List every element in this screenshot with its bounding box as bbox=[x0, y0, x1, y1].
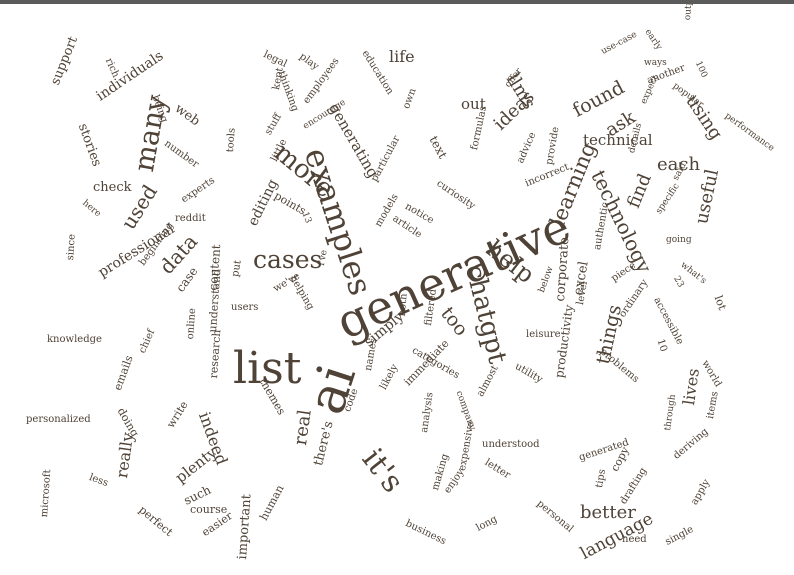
word-cloud-word: early bbox=[642, 27, 664, 53]
word-cloud-word: cases bbox=[253, 245, 323, 274]
word-cloud-word: items bbox=[705, 390, 721, 420]
word-cloud-word: useful bbox=[691, 167, 724, 226]
word-cloud-word: number bbox=[162, 138, 201, 171]
word-cloud-word: i've bbox=[317, 249, 330, 267]
word-cloud-word: list bbox=[233, 343, 302, 394]
word-cloud-word: support bbox=[48, 34, 82, 88]
word-cloud-word: advice bbox=[515, 130, 539, 166]
word-cloud-word: users bbox=[231, 302, 259, 313]
word-cloud-word: outputs bbox=[683, 4, 695, 21]
word-cloud-word: experts bbox=[179, 175, 217, 206]
word-cloud: generative ai list examples chatgpt it's help c… bbox=[0, 4, 794, 575]
word-cloud-word: 13 bbox=[299, 210, 313, 225]
word-cloud-word: online bbox=[185, 307, 199, 340]
word-cloud-word: productivity bbox=[552, 303, 577, 379]
word-cloud-word: drafting bbox=[618, 465, 650, 507]
word-cloud-word: world bbox=[699, 358, 724, 390]
word-cloud-word: put bbox=[230, 259, 244, 278]
word-cloud-word: personal bbox=[534, 498, 576, 535]
word-cloud-word: deriving bbox=[671, 426, 711, 462]
word-cloud-word: curiosity bbox=[434, 178, 478, 212]
word-cloud-word: analysis bbox=[419, 391, 436, 434]
word-cloud-word: text bbox=[426, 133, 450, 161]
word-cloud-word: since bbox=[65, 233, 78, 261]
word-cloud-word: stories bbox=[74, 121, 105, 169]
word-cloud-word: 10 bbox=[654, 337, 669, 354]
word-cloud-word: ordinary bbox=[617, 277, 651, 320]
word-cloud-word: tips bbox=[594, 468, 609, 489]
word-cloud-word: use-case bbox=[599, 29, 639, 57]
word-cloud-word: enjoy bbox=[442, 466, 467, 496]
word-cloud-word: corporate bbox=[553, 236, 573, 302]
word-cloud-word: reddit bbox=[175, 213, 206, 224]
word-cloud-word: understood bbox=[482, 439, 540, 450]
word-cloud-word: emails bbox=[111, 353, 136, 393]
word-cloud-word: chief bbox=[137, 327, 158, 356]
word-cloud-word: personalized bbox=[26, 414, 91, 425]
word-cloud-word: accessible bbox=[651, 295, 686, 347]
window-top-bar bbox=[0, 0, 794, 4]
word-cloud-word: microsoft bbox=[39, 469, 54, 518]
word-cloud-word: ways bbox=[644, 58, 667, 68]
word-cloud-word: business bbox=[403, 518, 448, 548]
word-cloud-word: going bbox=[666, 235, 692, 245]
word-cloud-word: leisure bbox=[526, 329, 561, 340]
word-cloud-word: apply bbox=[689, 477, 713, 507]
word-cloud-word: course bbox=[190, 503, 228, 516]
word-cloud-word: knowledge bbox=[47, 334, 102, 345]
word-cloud-word: out bbox=[461, 95, 486, 113]
word-cloud-word: web bbox=[171, 101, 203, 130]
word-cloud-word: less bbox=[87, 472, 110, 490]
word-cloud-word: research bbox=[207, 329, 224, 379]
word-cloud-word: play bbox=[297, 51, 321, 73]
word-cloud-word: real bbox=[290, 408, 316, 447]
word-cloud-word: likely bbox=[378, 362, 401, 392]
word-cloud-word: rich bbox=[102, 56, 122, 80]
word-cloud-word: it's bbox=[354, 442, 411, 500]
word-cloud-word: level bbox=[575, 280, 590, 306]
word-cloud-word: tools bbox=[225, 127, 238, 153]
word-cloud-word: human bbox=[257, 482, 287, 523]
word-cloud-word: utility bbox=[513, 361, 545, 386]
word-cloud-word: really bbox=[112, 431, 138, 480]
word-cloud-word: find bbox=[623, 170, 656, 212]
word-cloud-word: both bbox=[397, 293, 410, 317]
word-cloud-word: many bbox=[127, 92, 173, 175]
word-cloud-word: lives bbox=[679, 367, 703, 407]
word-cloud-word: check bbox=[93, 180, 132, 195]
word-cloud-word: stuff bbox=[263, 111, 285, 137]
word-cloud-word: almost bbox=[475, 363, 501, 399]
word-cloud-word: need bbox=[622, 534, 647, 545]
word-cloud-word: too bbox=[436, 302, 473, 341]
word-cloud-word: each bbox=[657, 154, 701, 175]
word-cloud-word: performance bbox=[722, 111, 776, 154]
word-cloud-word: understand bbox=[206, 268, 224, 333]
word-cloud-word: life bbox=[389, 47, 415, 66]
word-cloud-word: through bbox=[663, 393, 678, 432]
word-cloud-word: expect bbox=[639, 74, 661, 106]
word-cloud-word: long bbox=[474, 513, 500, 534]
word-cloud-word: specific bbox=[654, 181, 682, 217]
word-cloud-word: technical bbox=[583, 131, 653, 149]
word-cloud-word: authentic bbox=[592, 201, 612, 251]
word-cloud-word: lot bbox=[711, 293, 729, 312]
word-cloud-word: letter bbox=[482, 457, 513, 482]
word-cloud-word: here bbox=[80, 198, 103, 220]
word-cloud-word: better bbox=[580, 502, 636, 523]
word-cloud-word: write bbox=[164, 398, 191, 431]
word-cloud-word: there's bbox=[311, 419, 337, 468]
word-cloud-word: single bbox=[663, 523, 696, 548]
word-cloud-word: company bbox=[453, 389, 477, 432]
word-cloud-word: own bbox=[401, 86, 419, 111]
word-cloud-word: perfect bbox=[136, 503, 176, 539]
word-cloud-word: provide bbox=[544, 126, 562, 166]
word-cloud-word: 100 bbox=[692, 59, 709, 80]
word-cloud-word: problems bbox=[597, 346, 641, 386]
word-cloud-word: important bbox=[235, 493, 255, 560]
word-cloud-word: 23 bbox=[671, 274, 686, 290]
